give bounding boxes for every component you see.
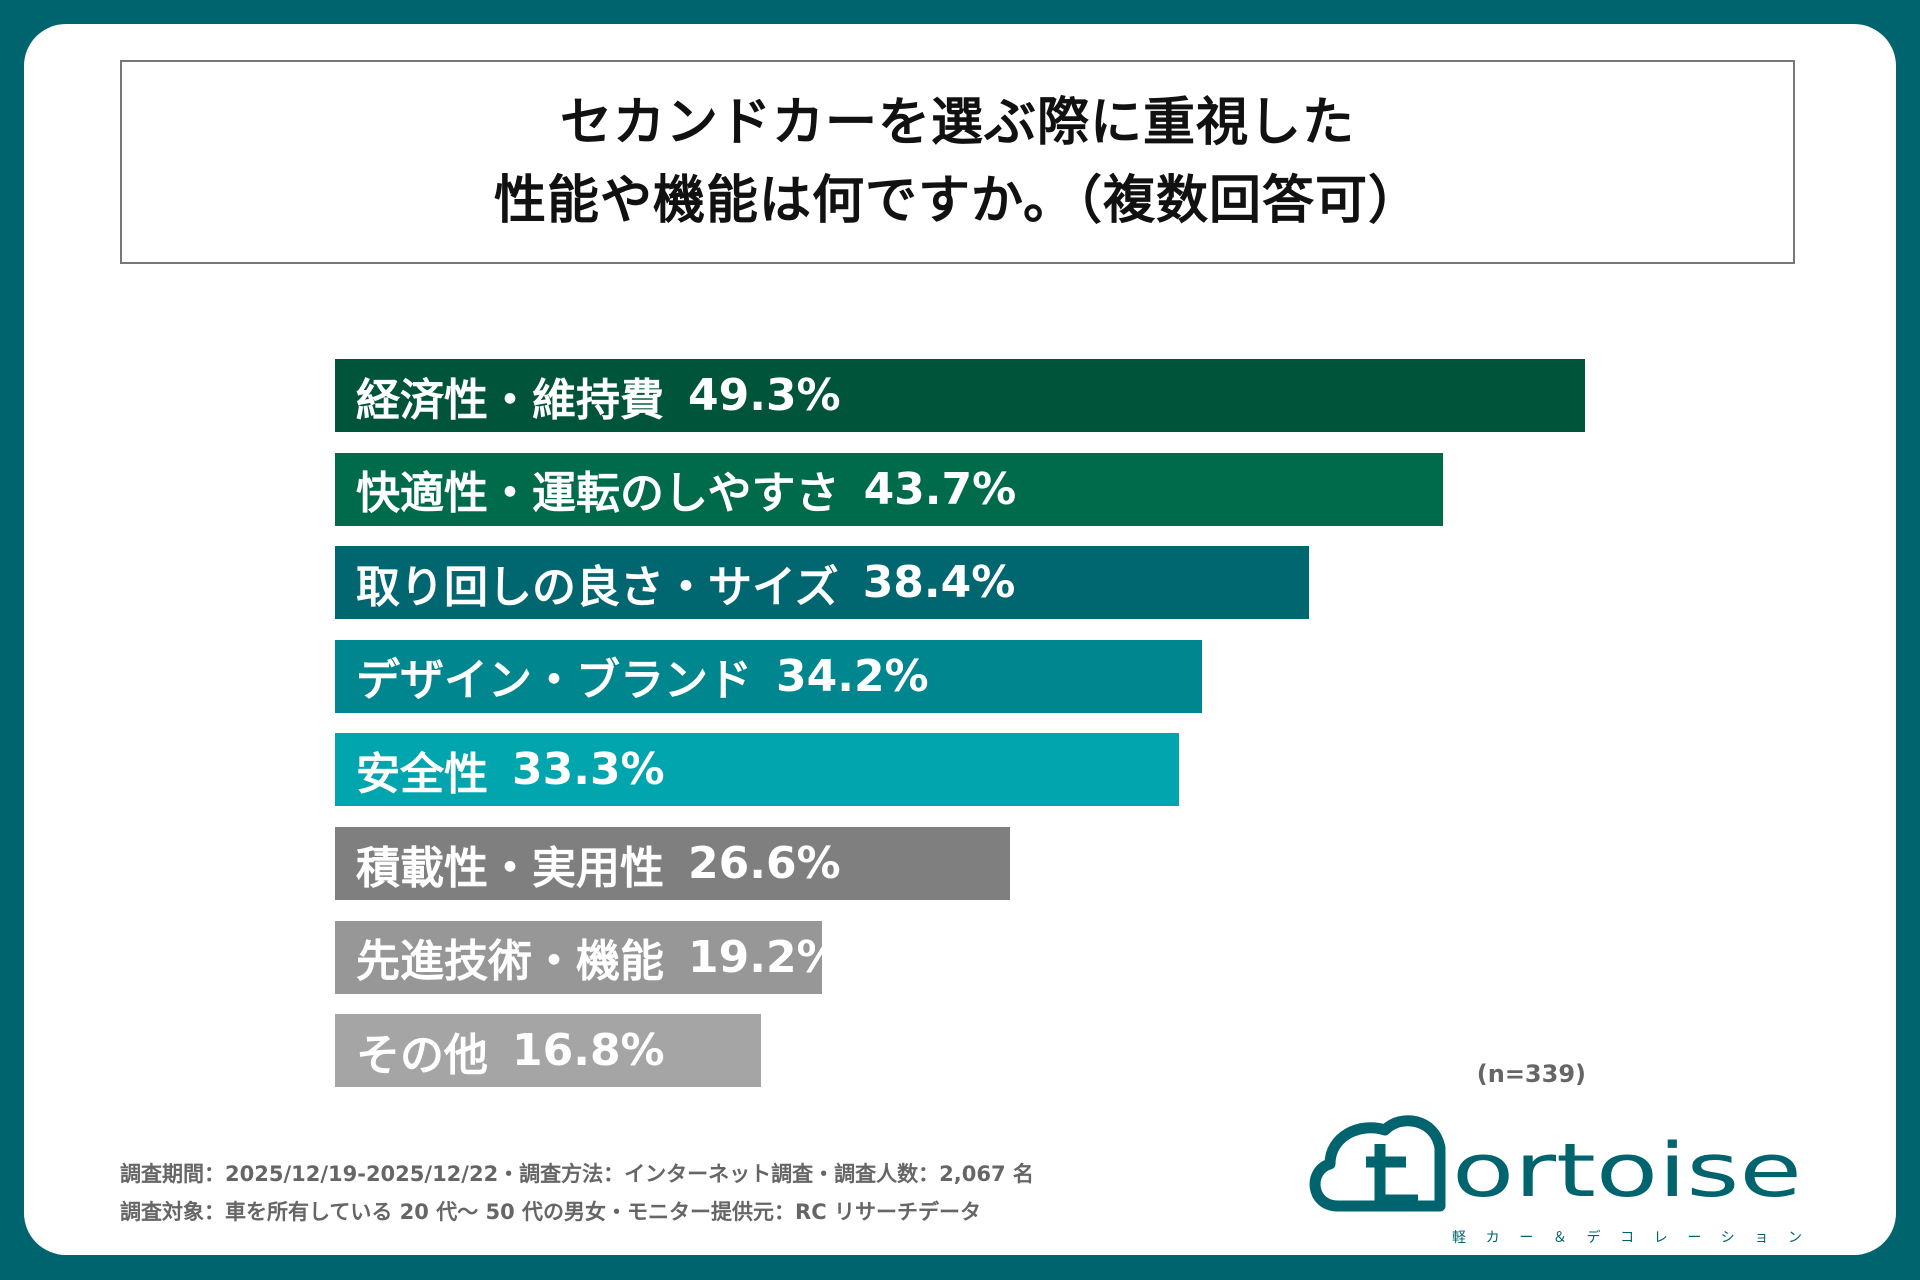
bar-label: 積載性・実用性: [356, 842, 664, 894]
bar-4: 安全性 33.3%: [335, 733, 1180, 807]
tortoise-logo: ortoise 軽カー＆デコレーション: [1309, 1115, 1802, 1246]
bar-1: 快適性・運転のしやすさ 43.7%: [335, 452, 1444, 526]
bar-value-label: 33.3%: [512, 744, 665, 796]
bar-7: その他 16.8%: [335, 1014, 762, 1088]
bar-value-label: 26.6%: [688, 838, 841, 889]
bar-label: デザイン・ブランド: [356, 655, 752, 707]
bar-5: 積載性・実用性 26.6%: [335, 827, 1010, 900]
bar-label: 取り回しの良さ・サイズ: [356, 561, 839, 613]
bar-value-label: 19.2%: [688, 931, 841, 983]
cloud-icon: [1309, 1115, 1446, 1212]
bar-3: デザイン・ブランド 34.2%: [335, 639, 1203, 713]
logo-wordmark: ortoise: [1452, 1128, 1802, 1214]
survey-info-line-1: 調査期間：2025/12/19-2025/12/22・調査方法：インターネット調…: [120, 1162, 1034, 1186]
bar-value-label: 16.8%: [512, 1025, 665, 1077]
bar-label: その他: [356, 1029, 488, 1081]
bar-0: 経済性・維持費 49.3%: [335, 359, 1586, 432]
bar-label: 安全性: [356, 748, 488, 800]
logo-subtitle: 軽カー＆デコレーション: [1452, 1229, 1802, 1246]
bar-value-label: 38.4%: [862, 557, 1016, 609]
bar-value-label: 49.3%: [688, 370, 841, 421]
title-line-2: 性能や機能は何ですか。（複数回答可）: [494, 171, 1421, 231]
title-box: セカンドカーを選ぶ際に重視した 性能や機能は何ですか。（複数回答可）: [120, 60, 1795, 264]
sample-size-note: (n=339): [1476, 1060, 1586, 1088]
bar-label: 快適性・運転のしやすさ: [356, 468, 840, 520]
survey-info-line-2: 調査対象：車を所有している 20 代〜 50 代の男女・モニター提供元：RC リ…: [120, 1200, 981, 1224]
bar-label: 経済性・維持費: [356, 374, 664, 426]
title-line-1: セカンドカーを選ぶ際に重視した: [559, 93, 1355, 153]
bar-6: 先進技術・機能 19.2%: [335, 920, 841, 994]
t-glyph: [1366, 1144, 1418, 1206]
bar-value-label: 43.7%: [863, 463, 1017, 515]
bar-value-label: 34.2%: [776, 650, 929, 702]
bar-label: 先進技術・機能: [356, 936, 664, 988]
bar-2: 取り回しの良さ・サイズ 38.4%: [335, 546, 1309, 620]
